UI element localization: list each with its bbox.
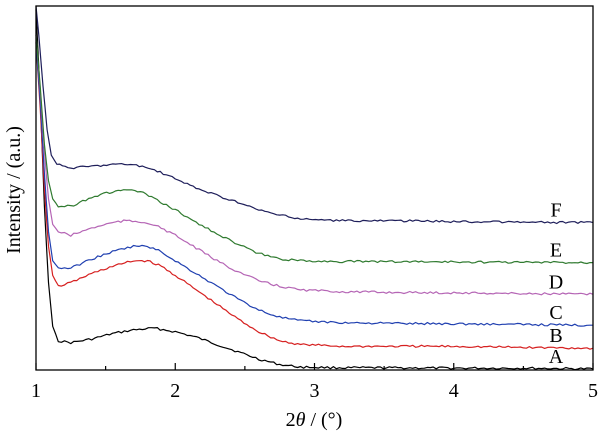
series-line-c xyxy=(35,42,593,327)
series-label-a: A xyxy=(549,346,564,368)
series-line-a xyxy=(35,9,594,371)
series-label-e: E xyxy=(550,240,562,262)
x-axis-title-prefix: 2 xyxy=(286,409,296,431)
plot-lines xyxy=(35,5,594,371)
x-axis-title-symbol: θ xyxy=(296,409,306,431)
series-line-f xyxy=(35,5,594,225)
x-tick-label: 2 xyxy=(170,380,180,402)
series-label-b: B xyxy=(549,325,562,347)
x-axis-title-suffix: / (°) xyxy=(305,409,342,431)
x-tick-label: 3 xyxy=(310,380,320,402)
series-line-b xyxy=(35,42,594,350)
series-label-f: F xyxy=(550,200,561,222)
series-label-c: C xyxy=(549,302,562,324)
x-tick-label: 1 xyxy=(31,380,41,402)
x-axis-title: 2θ / (°) xyxy=(286,409,343,431)
x-tick-label: 5 xyxy=(588,380,598,402)
series-label-d: D xyxy=(549,271,563,293)
series-line-e xyxy=(35,35,593,265)
x-ticks: 1 2 3 4 5 xyxy=(31,363,598,402)
y-axis-title: Intensity / (a.u.) xyxy=(3,126,25,254)
series-line-d xyxy=(35,35,594,296)
plot-frame xyxy=(35,5,594,371)
x-tick-label: 4 xyxy=(449,380,459,402)
